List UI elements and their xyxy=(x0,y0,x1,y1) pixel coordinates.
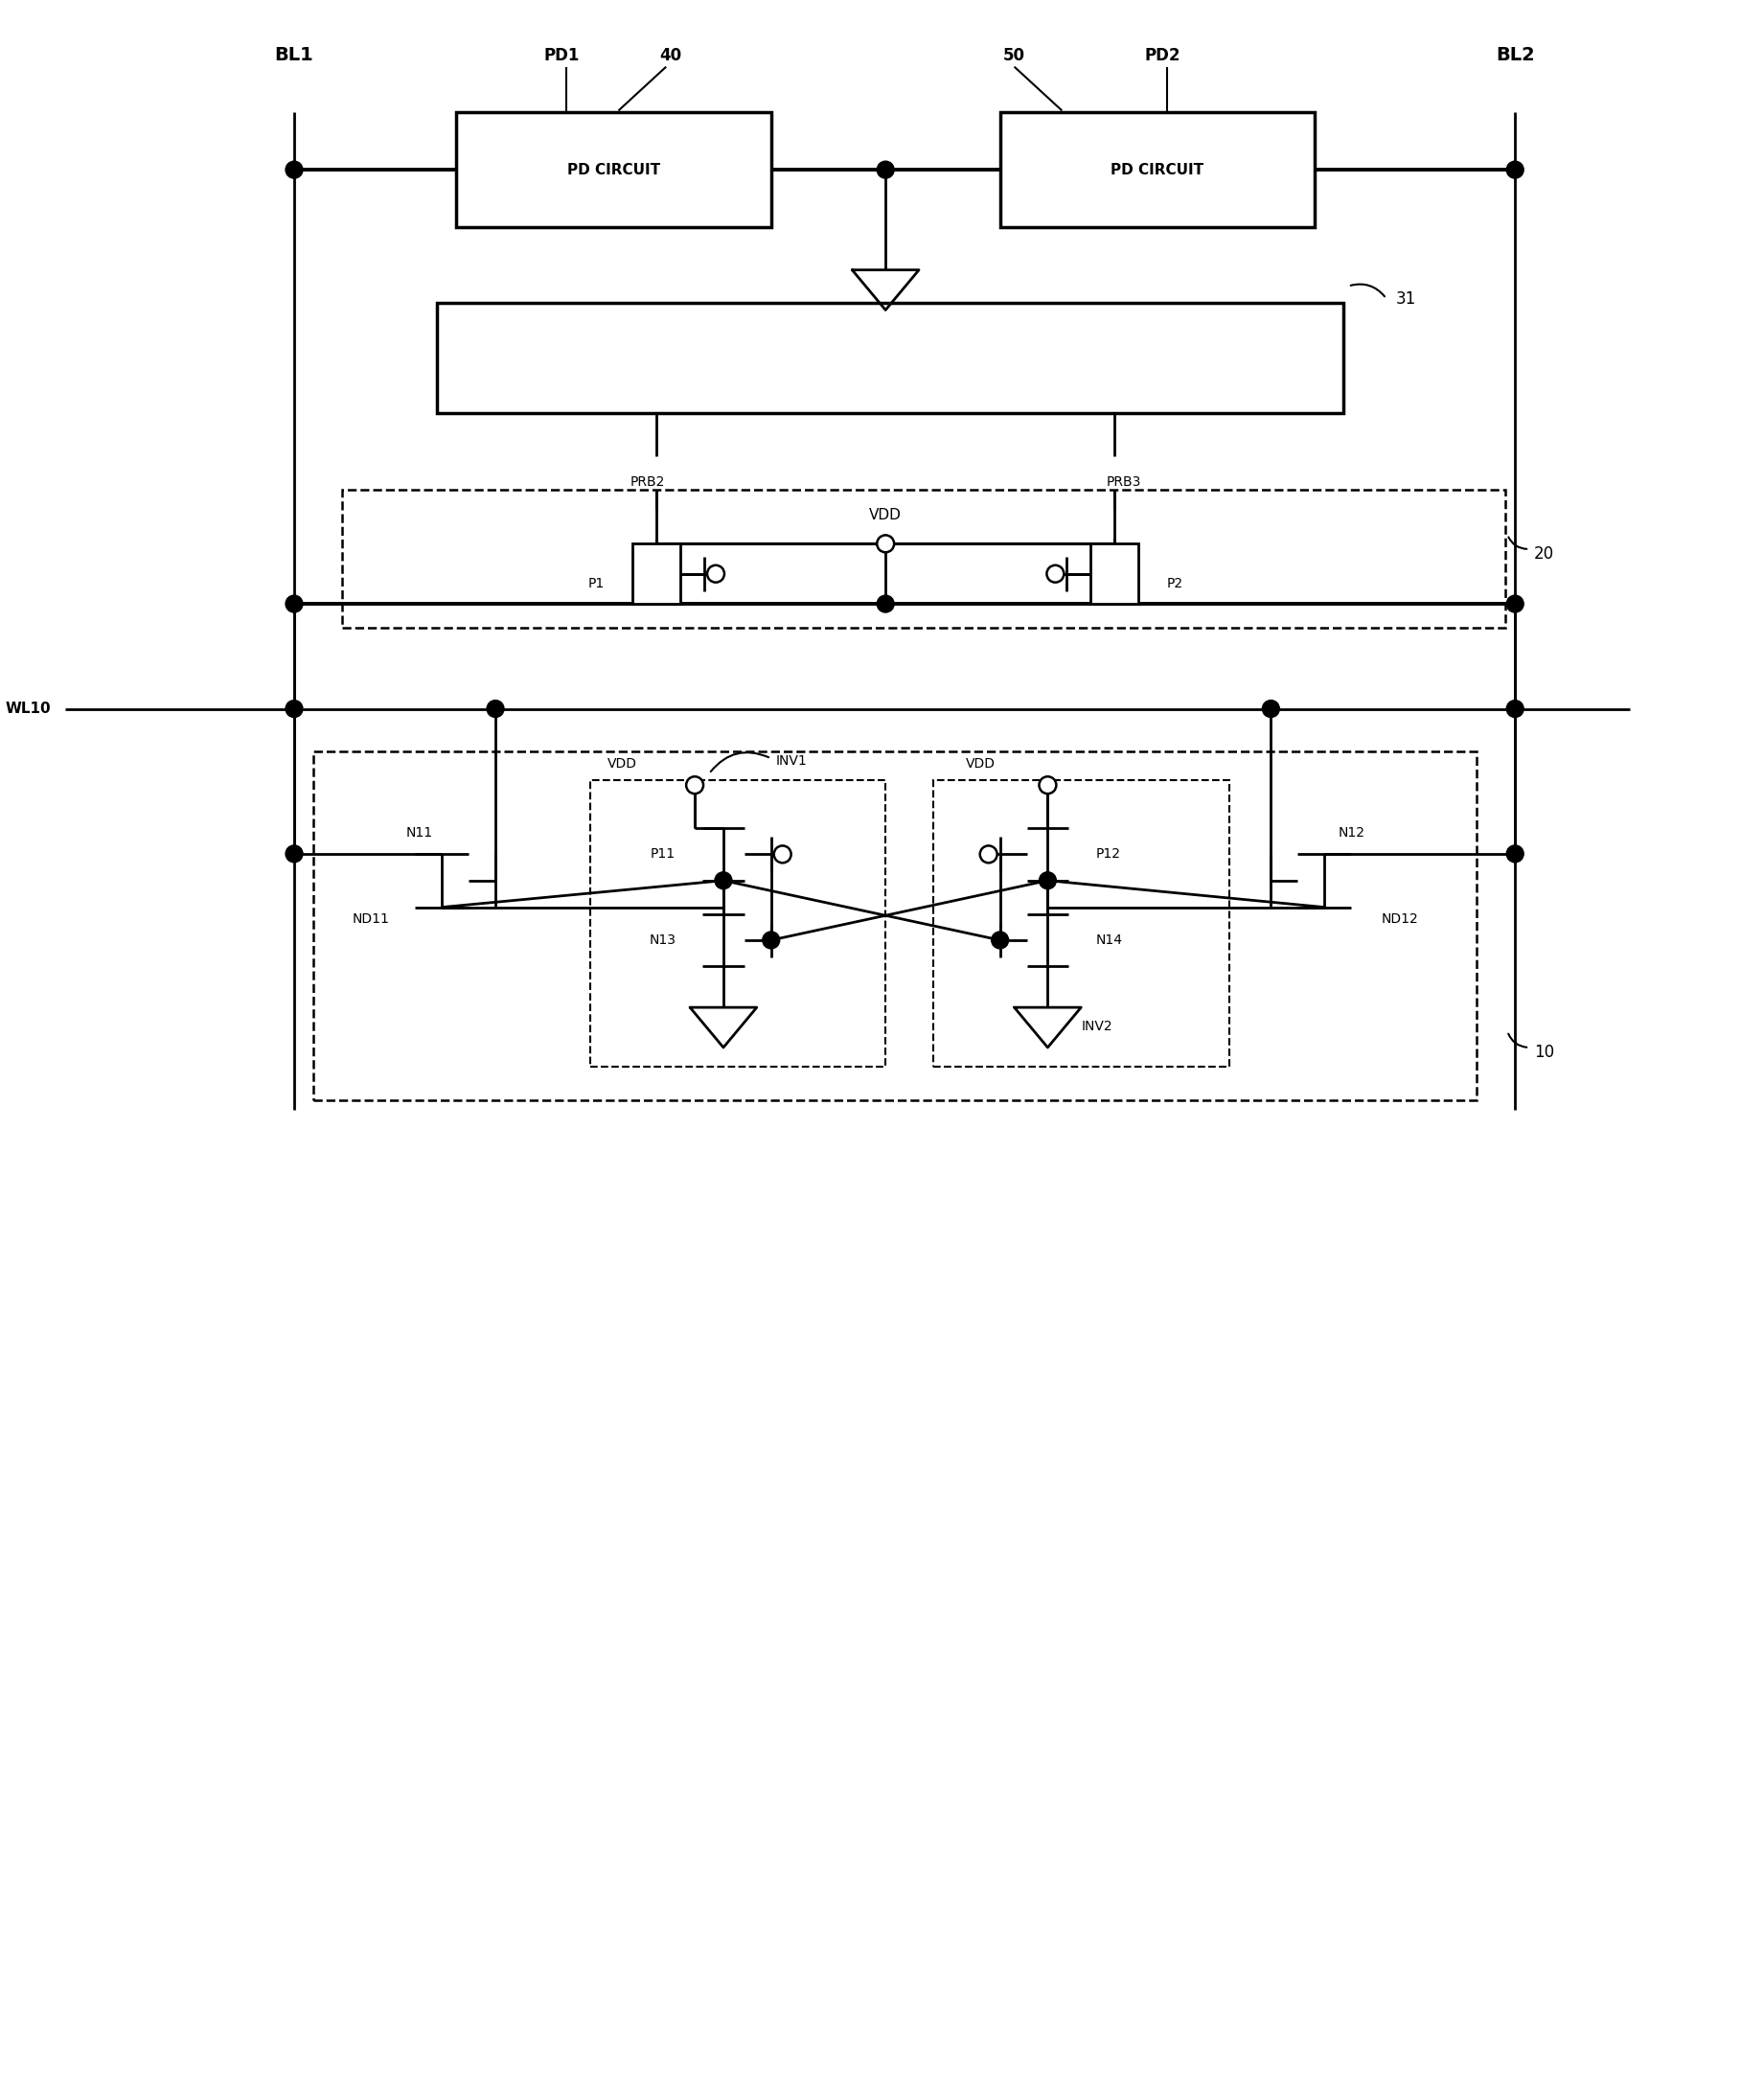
Circle shape xyxy=(1506,701,1524,717)
Text: 20: 20 xyxy=(1535,545,1554,562)
Text: N11: N11 xyxy=(406,827,432,840)
Circle shape xyxy=(1039,873,1057,889)
FancyBboxPatch shape xyxy=(1090,543,1138,603)
Text: ND11: ND11 xyxy=(353,912,390,925)
Text: PRB3: PRB3 xyxy=(1106,475,1141,489)
Text: 40: 40 xyxy=(660,48,683,64)
Circle shape xyxy=(762,931,780,949)
FancyBboxPatch shape xyxy=(1000,112,1314,228)
Text: PD1: PD1 xyxy=(543,48,579,64)
FancyBboxPatch shape xyxy=(437,303,1344,413)
Text: PRB2: PRB2 xyxy=(630,475,665,489)
Text: P12: P12 xyxy=(1095,848,1120,860)
Text: N13: N13 xyxy=(649,933,676,947)
Text: VDD: VDD xyxy=(609,757,637,771)
FancyArrowPatch shape xyxy=(1508,537,1526,549)
Circle shape xyxy=(1506,595,1524,612)
Text: P2: P2 xyxy=(1168,576,1184,591)
Text: N14: N14 xyxy=(1095,933,1122,947)
Circle shape xyxy=(1263,701,1279,717)
Circle shape xyxy=(877,162,894,178)
Circle shape xyxy=(774,846,790,862)
Text: 31: 31 xyxy=(1395,290,1416,307)
Circle shape xyxy=(286,595,303,612)
Text: VDD: VDD xyxy=(870,508,901,522)
Text: PD CIRCUIT: PD CIRCUIT xyxy=(1111,162,1203,176)
Text: INV1: INV1 xyxy=(776,755,808,767)
FancyBboxPatch shape xyxy=(457,112,771,228)
Text: ND12: ND12 xyxy=(1381,912,1418,925)
FancyArrowPatch shape xyxy=(711,752,769,771)
Text: P1: P1 xyxy=(587,576,603,591)
Circle shape xyxy=(286,846,303,862)
Circle shape xyxy=(991,931,1009,949)
Circle shape xyxy=(707,566,725,583)
FancyArrowPatch shape xyxy=(1508,1034,1526,1047)
Text: VDD: VDD xyxy=(965,757,995,771)
Text: 10: 10 xyxy=(1535,1043,1554,1061)
Circle shape xyxy=(981,846,997,862)
Text: PD CIRCUIT: PD CIRCUIT xyxy=(568,162,660,176)
Text: 50: 50 xyxy=(1004,48,1025,64)
Circle shape xyxy=(1506,162,1524,178)
Circle shape xyxy=(1046,566,1064,583)
Circle shape xyxy=(1039,777,1057,794)
Text: WL10: WL10 xyxy=(5,701,51,715)
Text: PD2: PD2 xyxy=(1145,48,1180,64)
FancyBboxPatch shape xyxy=(633,543,681,603)
Text: INV2: INV2 xyxy=(1081,1020,1113,1032)
Circle shape xyxy=(877,595,894,612)
Text: P11: P11 xyxy=(651,848,676,860)
Text: BL1: BL1 xyxy=(275,46,314,64)
Circle shape xyxy=(877,535,894,551)
FancyArrowPatch shape xyxy=(1351,284,1385,296)
Circle shape xyxy=(686,777,704,794)
Circle shape xyxy=(286,162,303,178)
Text: N12: N12 xyxy=(1339,827,1365,840)
Text: BL2: BL2 xyxy=(1496,46,1535,64)
Circle shape xyxy=(487,701,505,717)
Circle shape xyxy=(286,701,303,717)
Circle shape xyxy=(714,873,732,889)
Circle shape xyxy=(1506,846,1524,862)
